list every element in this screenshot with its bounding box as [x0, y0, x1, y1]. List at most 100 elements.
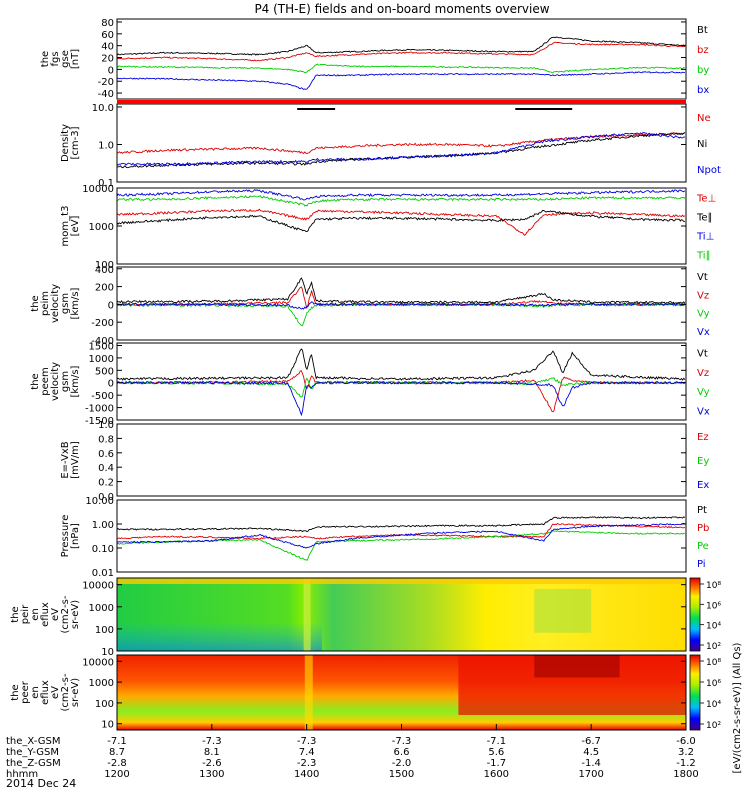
panel-density: Ne Ni Npot 10.0 1.0 0.1 Density [cm-3]	[60, 103, 721, 189]
legend-evel-Vx: Vx	[697, 406, 710, 417]
legend-evel-Vt: Vt	[697, 349, 708, 360]
y-axis-title-evel: velocity	[50, 362, 61, 401]
y-axis-title-ion_spec: eV	[50, 608, 61, 621]
panel-ion_spec: 10000 1000 100 10 the peir en eflux eV (cm2-s-sr-…	[10, 577, 687, 658]
series-line-pressure-Pi	[116, 522, 686, 549]
x-tick-label-row-1: -6.7	[581, 736, 601, 747]
y-axis-title-pressure: [nPa]	[70, 523, 81, 549]
y-tick-label-pvel: -400	[91, 336, 114, 347]
legend-pvel-Vz: Vz	[697, 290, 709, 301]
legend-bfield-bz: bz	[697, 45, 709, 56]
legend-evel-Vz: Vz	[697, 368, 709, 379]
x-tick-label-row-3: -2.0	[392, 758, 412, 769]
legend-pvel-Vy: Vy	[697, 309, 710, 320]
y-tick-label-ion_spec: 1000	[89, 603, 114, 614]
electron-spectrogram-hot	[534, 655, 620, 678]
panel-frame-density	[116, 103, 687, 183]
series-line-bfield-bz	[116, 41, 685, 62]
mode-bar	[117, 100, 686, 104]
colorbar-1	[689, 577, 701, 652]
legend-efield-Ez: Ez	[697, 432, 709, 443]
legend-pressure-Pt: Pt	[697, 505, 707, 516]
y-axis-title-elec_spec: sr-eV)	[70, 678, 81, 707]
y-axis-title-ion_spec: sr-eV)	[70, 600, 81, 629]
y-tick-label-evel: 0	[108, 379, 114, 390]
legend-pressure-Pe: Pe	[697, 541, 709, 552]
y-axis-title-temperature: [eV]	[70, 216, 81, 237]
series-line-density-Npot	[116, 132, 685, 166]
y-axis-title-temperature: mom_t3	[60, 206, 71, 247]
panel-frame-pvel	[116, 266, 687, 341]
series-line-pressure-Pt	[116, 516, 686, 533]
y-tick-label-elec_spec: 100	[95, 699, 114, 710]
panel-elec_spec: 10000 1000 100 10 the peer en eflux eV (cm2-s-sr-…	[10, 654, 687, 731]
y-axis-title-elec_spec: eflux	[40, 680, 51, 705]
colorbar-tick-label: 10⁶	[706, 679, 721, 689]
y-tick-label-bfield: 80	[101, 18, 114, 29]
y-tick-label-elec_spec: 1000	[89, 678, 114, 689]
series-line-evel-Vy	[116, 377, 685, 398]
y-tick-label-efield: 0.0	[98, 492, 114, 503]
panel-frame-bfield	[116, 18, 687, 100]
colorbar-tick-label: 10⁸	[706, 658, 721, 668]
panel-efield: Ez Ey Ex 1.0 0.8 0.6 0.4 0.2 0.0 E=-VxB [mV/m]	[60, 420, 709, 503]
y-tick-label-bfield: -20	[98, 77, 114, 88]
y-tick-label-elec_spec: 10000	[82, 657, 114, 668]
ion-spectrogram-top-band	[117, 578, 686, 584]
x-tick-label-row-1: -7.1	[107, 736, 127, 747]
legend-efield-Ex: Ex	[697, 480, 709, 491]
y-tick-label-efield: 0.4	[98, 463, 114, 474]
legend-temperature-Te⊥: Te⊥	[696, 194, 716, 205]
x-tick-label-row-3: -1.2	[676, 758, 696, 769]
y-tick-label-temperature: 1000	[89, 222, 114, 233]
panel-temperature: Te⊥ Te∥ Ti⊥ Ti∥ 10000 1000 100 mom_t3 [eV]	[60, 184, 716, 271]
y-tick-label-pressure: 0.01	[92, 568, 114, 579]
y-tick-label-ion_spec: 100	[95, 625, 114, 636]
y-axis-title-efield: [mV/m]	[70, 441, 81, 479]
series-line-temperature-Te∥	[116, 209, 685, 233]
series-line-bfield-bx	[116, 71, 686, 91]
panel-pressure: Pt Pb Pe Pi 10.00 1.00 0.10 0.01 Pressure [nPa]	[60, 496, 709, 579]
x-tick-label-row-2: 6.6	[394, 747, 410, 758]
panel-frame-temperature	[116, 187, 687, 265]
series-line-pressure-Pe	[116, 530, 686, 561]
y-tick-label-evel: -1500	[85, 416, 114, 427]
x-row-label: the_Y-GSM	[6, 747, 59, 758]
colorbar-tick-label: 10⁴	[706, 700, 721, 710]
legend-evel-Vy: Vy	[697, 387, 710, 398]
legend-pvel-Vx: Vx	[697, 327, 710, 338]
x-row-label: the_X-GSM	[6, 736, 60, 747]
colorbar-tick-label: 10⁶	[706, 601, 721, 611]
x-tick-label-row-1: -7.3	[202, 736, 222, 747]
y-tick-label-density: 1.0	[98, 141, 114, 152]
series-line-bfield-by	[116, 63, 685, 74]
series-line-temperature-Ti∥	[116, 195, 686, 207]
y-tick-label-evel: 1000	[89, 354, 114, 365]
legend-temperature-Te∥: Te∥	[696, 213, 713, 224]
electron-spectrogram-spike	[304, 655, 313, 730]
y-tick-label-temperature: 100	[95, 260, 114, 271]
panel-frame-ion_spec	[116, 577, 687, 652]
y-axis-title-efield: E=-VxB	[60, 441, 71, 478]
colorbar-tick-label: 10⁸	[706, 581, 721, 591]
x-tick-label-row-4: 1300	[199, 769, 224, 780]
y-tick-label-pvel: -200	[91, 318, 114, 329]
y-tick-label-efield: 1.0	[98, 420, 114, 431]
colorbar-tick-label: 10⁴	[706, 622, 721, 632]
y-tick-label-efield: 0.8	[98, 434, 114, 445]
y-axis-title-pvel: gsm	[60, 293, 71, 314]
y-axis-title-pvel: the	[30, 295, 41, 311]
x-tick-label-row-4: 1400	[294, 769, 319, 780]
y-tick-label-pvel: 400	[95, 265, 114, 276]
x-axis: -7.18.7-2.81200-7.38.1-2.61300-7.37.4-2.…	[6, 724, 699, 780]
colorbar-tick-label: 10²	[706, 642, 721, 652]
y-axis-title-pvel: peim	[40, 291, 51, 316]
legend-density-Ne: Ne	[697, 113, 711, 124]
x-tick-label-row-3: -1.7	[487, 758, 507, 769]
legend-bfield-by: by	[697, 65, 709, 76]
x-tick-label-row-2: 4.5	[583, 747, 599, 758]
legend-temperature-Ti∥: Ti∥	[696, 251, 711, 262]
series-line-pvel-Vy	[116, 302, 686, 327]
